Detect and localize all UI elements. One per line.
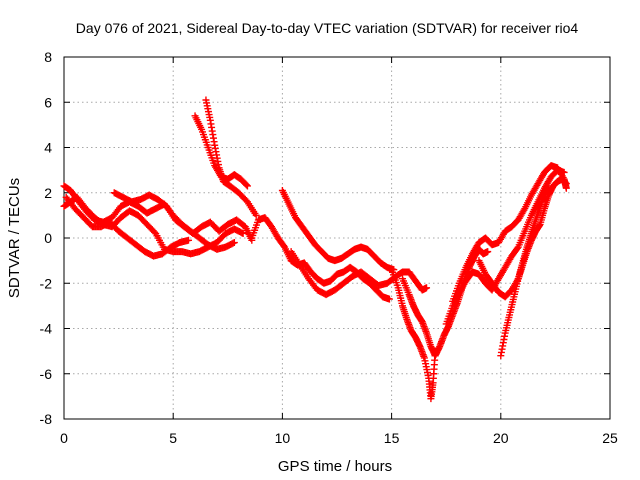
x-tick-label: 10 <box>275 430 291 446</box>
series-track-d <box>110 189 256 244</box>
data-point <box>252 211 260 219</box>
series-track-h <box>278 186 398 274</box>
y-tick-label: 6 <box>44 94 52 110</box>
data-marks <box>60 96 570 403</box>
data-point <box>484 248 492 256</box>
x-axis-title: GPS time / hours <box>278 458 392 475</box>
y-tick-label: -4 <box>40 321 53 337</box>
series-track-o <box>497 184 553 360</box>
series-track-f <box>202 96 260 219</box>
x-tick-label: 0 <box>60 430 68 446</box>
x-tick-label: 20 <box>493 430 509 446</box>
y-tick-label: 0 <box>44 230 52 246</box>
data-point <box>545 184 553 192</box>
series-track-c <box>62 193 192 260</box>
x-tick-label: 5 <box>169 430 177 446</box>
series-track-i <box>287 248 431 299</box>
y-tick-label: -8 <box>40 411 53 427</box>
y-tick-label: -2 <box>40 275 53 291</box>
data-point <box>385 295 393 303</box>
chart-title: Day 076 of 2021, Sidereal Day-to-day VTE… <box>76 20 579 36</box>
y-tick-label: -6 <box>40 366 53 382</box>
y-tick-label: 4 <box>44 140 52 156</box>
x-tick-label: 25 <box>602 430 618 446</box>
data-point <box>184 236 192 244</box>
data-point-trail <box>150 228 158 236</box>
series-track-l <box>442 166 568 328</box>
axis-ticks: 0 5 10 15 20 25 -8 -6 -4 -2 0 2 4 6 8 <box>40 49 618 446</box>
y-tick-label: 8 <box>44 49 52 65</box>
data-point-trail <box>513 244 521 252</box>
y-tick-label: 2 <box>44 185 52 201</box>
data-point-trail <box>520 206 528 214</box>
data-point <box>423 284 431 292</box>
data-point <box>230 239 238 247</box>
data-point-trail <box>243 181 251 189</box>
data-point <box>243 182 251 190</box>
y-axis-title: SDTVAR / TECUs <box>6 178 23 298</box>
series-track-j <box>388 266 439 403</box>
x-tick-label: 15 <box>384 430 400 446</box>
data-point <box>239 229 247 237</box>
data-point <box>562 180 570 188</box>
